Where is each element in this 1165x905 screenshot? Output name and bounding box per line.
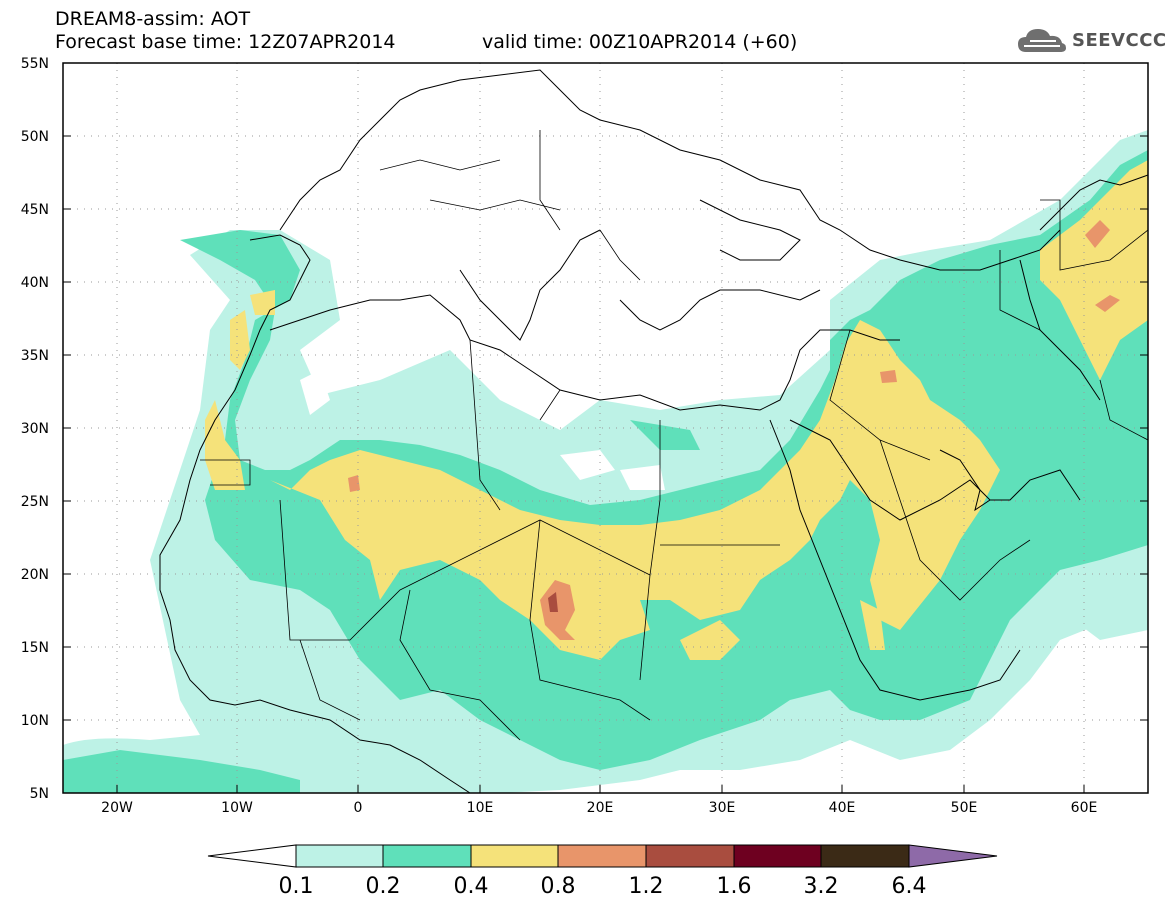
- latitude-labels: 55N 50N 45N 40N 35N 30N 25N 20N 15N 10N …: [21, 56, 49, 802]
- colorbar-label: 0.2: [366, 874, 401, 899]
- colorbar-cell: [820, 844, 910, 868]
- lat-label: 5N: [30, 786, 49, 802]
- colorbar-cell: [295, 844, 384, 868]
- lat-label: 20N: [21, 567, 49, 583]
- forecast-base-time: Forecast base time: 12Z07APR2014: [55, 31, 396, 53]
- colorbar-cell: [557, 844, 647, 868]
- lon-label: 10E: [467, 800, 494, 816]
- colorbar-label: 3.2: [804, 874, 839, 899]
- graticule: [63, 63, 1148, 793]
- colorbar-label: 1.2: [629, 874, 664, 899]
- lat-label: 35N: [21, 348, 49, 364]
- lat-label: 50N: [21, 129, 49, 145]
- logo-text: SEEVCCC: [1072, 29, 1165, 51]
- longitude-labels: 20W 10W 0 10E 20E 30E 40E 50E 60E: [101, 800, 1097, 816]
- cloud-icon: [1018, 29, 1066, 52]
- lon-label: 60E: [1071, 800, 1098, 816]
- lat-label: 25N: [21, 494, 49, 510]
- lon-label: 50E: [951, 800, 978, 816]
- colorbar-label: 6.4: [892, 874, 927, 899]
- colorbar-cell: [645, 844, 735, 868]
- aot-field: [63, 63, 1148, 793]
- colorbar-cell: [207, 844, 297, 868]
- colorbar-label: 0.8: [541, 874, 576, 899]
- colorbar-label: 1.6: [717, 874, 752, 899]
- coastlines: [159, 69, 1148, 793]
- colorbar-labels: 0.1 0.2 0.4 0.8 1.2 1.6 3.2 6.4: [279, 874, 927, 899]
- lon-label: 40E: [829, 800, 856, 816]
- colorbar: [207, 844, 998, 868]
- colorbar-label: 0.4: [454, 874, 489, 899]
- lat-label: 40N: [21, 275, 49, 291]
- map-title: DREAM8-assim: AOT: [55, 8, 251, 30]
- colorbar-cell: [733, 844, 822, 868]
- lat-label: 10N: [21, 713, 49, 729]
- axis-ticks: [63, 135, 1148, 793]
- lon-label: 20E: [587, 800, 614, 816]
- aot-layer-1.2: [548, 592, 558, 612]
- colorbar-cell: [908, 844, 998, 868]
- lat-label: 45N: [21, 202, 49, 218]
- lon-label: 10W: [221, 800, 253, 816]
- colorbar-label: 0.1: [279, 874, 314, 899]
- lat-label: 30N: [21, 421, 49, 437]
- aot-layer-0.4: [205, 160, 1148, 660]
- lat-label: 55N: [21, 56, 49, 72]
- lat-label: 15N: [21, 640, 49, 656]
- colorbar-cell: [470, 844, 559, 868]
- lon-label: 30E: [709, 800, 736, 816]
- country-borders: [200, 130, 1148, 741]
- lon-label: 20W: [101, 800, 133, 816]
- valid-time: valid time: 00Z10APR2014 (+60): [482, 31, 798, 53]
- colorbar-cell: [382, 844, 472, 868]
- lon-label: 0: [354, 800, 363, 816]
- seevccc-logo: SEEVCCC: [1016, 22, 1165, 58]
- aot-clear-pockets: [300, 370, 1148, 640]
